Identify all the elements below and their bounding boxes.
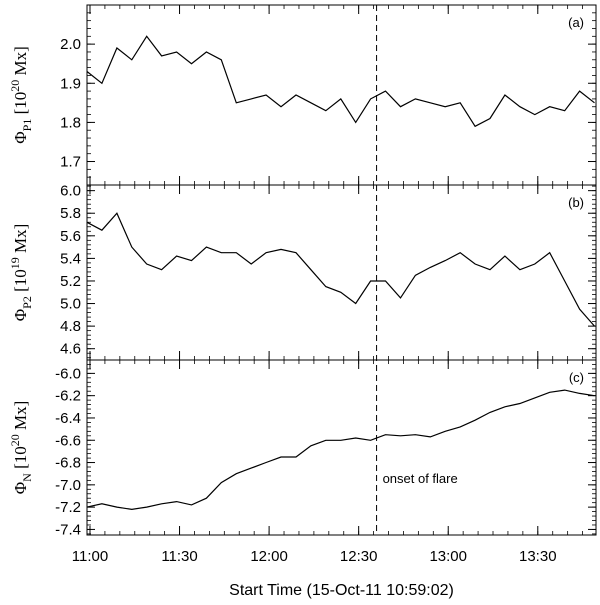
y-label-symbol: Φ xyxy=(11,131,30,143)
x-tick-label: 11:30 xyxy=(161,548,197,565)
y-tick-label: 2.0 xyxy=(60,36,81,53)
y-label-sub: N xyxy=(20,473,34,482)
y-axis-label: ΦP2 [1019 Mx] xyxy=(8,224,34,322)
y-label-sup: 19 xyxy=(8,257,22,269)
y-tick-label: -7.2 xyxy=(55,499,81,516)
y-label-sup: 20 xyxy=(8,434,22,446)
series-line xyxy=(86,212,595,327)
y-label-unit-end: Mx] xyxy=(11,46,30,80)
y-label-unit: [10 xyxy=(11,92,30,119)
y-tick-label: -6.8 xyxy=(55,455,81,472)
y-label-sup: 20 xyxy=(8,80,22,92)
y-tick-label: -6.2 xyxy=(55,388,81,405)
flare-onset-label: onset of flare xyxy=(383,471,458,486)
y-tick-label: 1.7 xyxy=(60,154,81,171)
panel-2: 4.6 4.8 5.0 5.2 5.4 5.6 5.8 6.0 (b) ΦP2 [1019 Mx] xyxy=(8,183,597,361)
y-tick-label: 6.0 xyxy=(60,183,81,200)
panel-label: (c) xyxy=(569,370,584,385)
y-tick-label: 5.8 xyxy=(60,205,81,222)
panel-frame xyxy=(86,4,597,186)
y-axis-label: ΦN [1020 Mx] xyxy=(8,401,34,495)
y-tick-label: 5.6 xyxy=(60,228,81,245)
y-tick-label: 1.9 xyxy=(60,75,81,92)
x-tick-label: 13:00 xyxy=(429,548,467,565)
y-tick-label: 4.6 xyxy=(60,341,81,358)
x-tick-label: 12:00 xyxy=(250,548,288,565)
y-label-unit-end: Mx] xyxy=(11,401,30,435)
panel-frame xyxy=(86,184,597,361)
y-label-unit: [10 xyxy=(11,269,30,296)
x-tick-label: 12:30 xyxy=(340,548,378,565)
x-tick-label: 11:00 xyxy=(72,548,108,565)
y-label-symbol: Φ xyxy=(11,309,30,321)
panel-frame xyxy=(86,359,597,536)
y-tick-label: -6.0 xyxy=(55,365,81,382)
panel-label: (b) xyxy=(568,195,584,210)
y-tick-label: -6.6 xyxy=(55,432,81,449)
series-line xyxy=(86,35,595,128)
y-label-symbol: Φ xyxy=(11,482,30,494)
x-axis-label: Start Time (15-Oct-11 10:59:02) xyxy=(229,582,454,599)
y-label-sub: P1 xyxy=(20,119,34,132)
y-label-sub: P2 xyxy=(20,296,34,309)
y-tick-label: -7.4 xyxy=(55,521,81,538)
y-tick-label: 5.4 xyxy=(60,250,81,267)
y-axis-label: ΦP1 [1020 Mx] xyxy=(8,46,34,144)
y-tick-label: -6.4 xyxy=(55,410,81,427)
series-line xyxy=(86,389,595,511)
y-tick-label: 1.8 xyxy=(60,114,81,131)
x-tick-label: 13:30 xyxy=(519,548,557,565)
y-label-unit: [10 xyxy=(11,446,30,473)
panel-label: (a) xyxy=(568,15,584,30)
panel-1: 1.7 1.8 1.9 2.0 (a) ΦP1 [1020 Mx] xyxy=(8,4,597,186)
y-tick-label: 5.0 xyxy=(60,296,81,313)
panel-3: -7.4 -7.2 -7.0 -6.8 -6.6 -6.4 -6.2 -6.0 (c) ΦN [1… xyxy=(8,359,597,538)
y-tick-label: -7.0 xyxy=(55,477,81,494)
y-tick-label: 5.2 xyxy=(60,273,81,290)
y-tick-label: 4.8 xyxy=(60,318,81,335)
y-label-unit-end: Mx] xyxy=(11,224,30,258)
